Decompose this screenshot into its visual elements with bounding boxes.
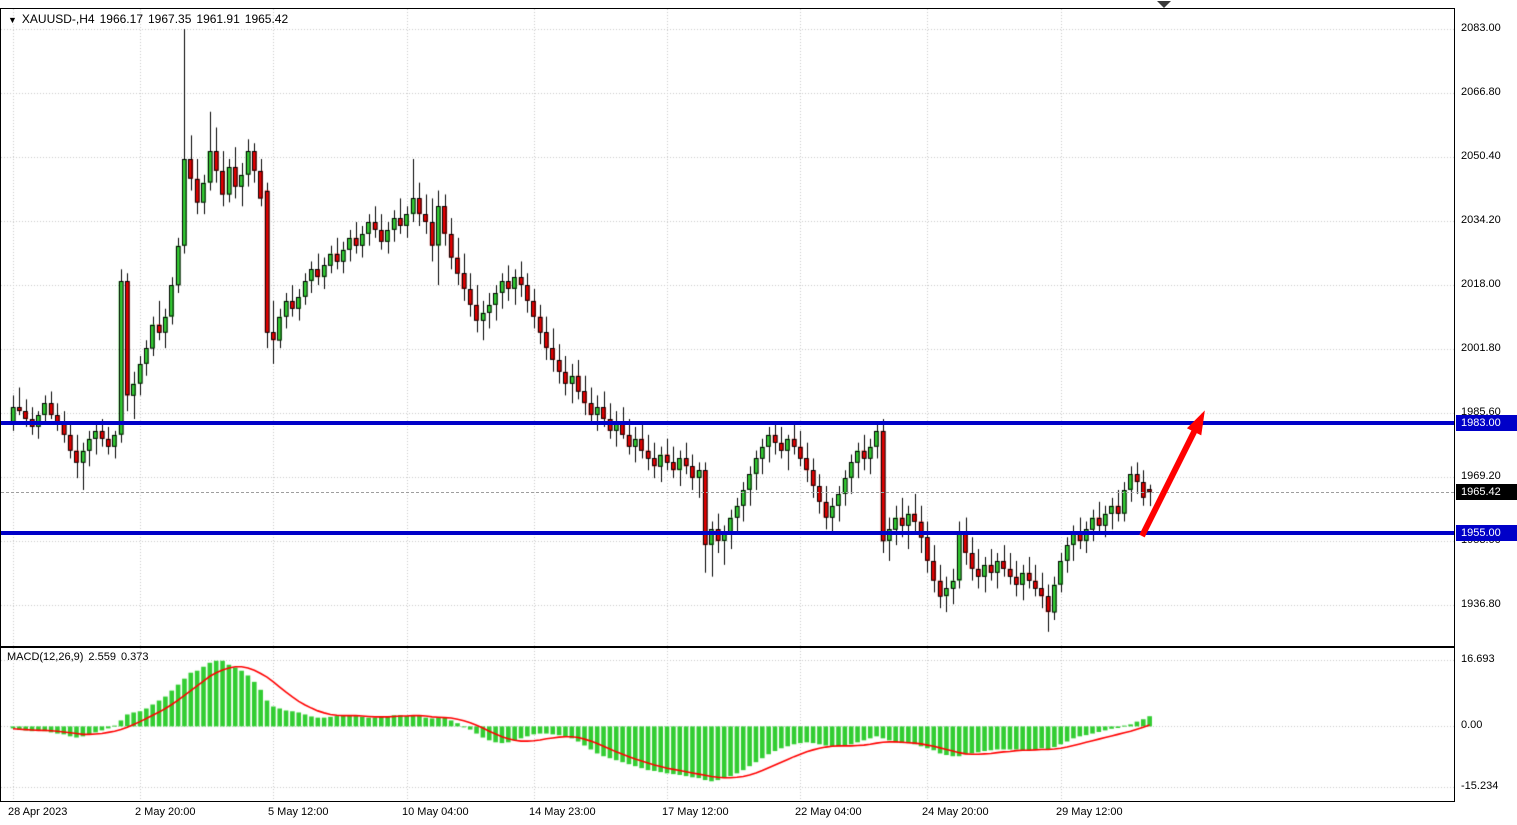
- resistance-line-1983[interactable]: [1, 421, 1454, 425]
- price-chart-canvas[interactable]: [1, 9, 1454, 646]
- price-chart-panel[interactable]: ▼ XAUUSD-,H4 1966.17 1967.35 1961.91 1965.42: [0, 8, 1455, 647]
- time-axis-label: 22 May 04:00: [795, 806, 862, 818]
- macd-title: MACD(12,26,9): [7, 651, 84, 663]
- support-line-1955[interactable]: [1, 531, 1454, 535]
- close-value: 1965.42: [244, 12, 289, 26]
- time-axis-label: 10 May 04:00: [402, 806, 469, 818]
- macd-axis-label: -15.234: [1461, 780, 1499, 792]
- bid-price-line: [1, 492, 1454, 493]
- low-value: 1961.91: [196, 12, 240, 26]
- time-axis-label: 24 May 20:00: [922, 806, 989, 818]
- price-axis-label: 1936.80: [1461, 598, 1501, 610]
- high-value: 1967.35: [148, 12, 192, 26]
- time-axis-label: 29 May 12:00: [1056, 806, 1123, 818]
- autoscroll-marker-icon[interactable]: [1157, 1, 1171, 8]
- macd-axis-label: 16.693: [1461, 653, 1495, 665]
- macd-panel[interactable]: MACD(12,26,9) 2.559 0.373: [0, 647, 1455, 802]
- price-axis-label: 2001.80: [1461, 342, 1501, 354]
- time-axis-label: 2 May 20:00: [135, 806, 196, 818]
- hline-price-badge: 1983.00: [1456, 415, 1517, 431]
- macd-axis-label: 0.00: [1461, 719, 1483, 731]
- time-axis-label: 28 Apr 2023: [8, 806, 68, 818]
- open-value: 1966.17: [99, 12, 143, 26]
- price-axis-label: 1969.20: [1461, 470, 1501, 482]
- macd-canvas[interactable]: [1, 648, 1454, 801]
- time-axis-label: 17 May 12:00: [662, 806, 729, 818]
- price-axis-label: 2050.40: [1461, 150, 1501, 162]
- macd-signal-value: 0.373: [120, 651, 149, 663]
- buy-signal-arrow[interactable]: [1129, 407, 1221, 549]
- price-axis-label: 2018.00: [1461, 278, 1501, 290]
- time-axis-label: 5 May 12:00: [268, 806, 329, 818]
- time-axis[interactable]: 28 Apr 2023 2 May 20:00 5 May 12:00 10 May …: [0, 802, 1455, 825]
- hline-price-badge: 1955.00: [1456, 525, 1517, 541]
- bid-price-badge: 1965.42: [1456, 484, 1517, 500]
- symbol-period-label: XAUUSD-,H4: [21, 12, 95, 26]
- price-axis-label: 2034.20: [1461, 214, 1501, 226]
- price-axis-label: 2083.00: [1461, 22, 1501, 34]
- macd-indicator-label: MACD(12,26,9) 2.559 0.373: [7, 651, 153, 663]
- price-axis-label: 2066.80: [1461, 86, 1501, 98]
- symbol-ohlc-header: ▼ XAUUSD-,H4 1966.17 1967.35 1961.91 1965.42: [8, 12, 293, 26]
- price-axis[interactable]: 2083.00 2066.80 2050.40 2034.20 2018.00 2001.…: [1456, 0, 1517, 825]
- time-axis-label: 14 May 23:00: [529, 806, 596, 818]
- macd-value: 2.559: [88, 651, 116, 663]
- symbol-dropdown-icon[interactable]: ▼: [8, 15, 17, 25]
